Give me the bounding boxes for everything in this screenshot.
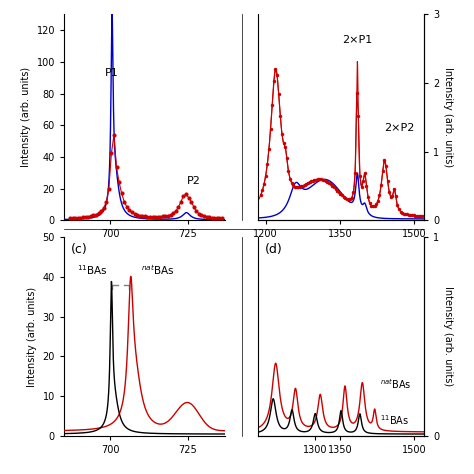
Text: $^{nat}$BAs: $^{nat}$BAs bbox=[380, 377, 411, 391]
Text: 2×P1: 2×P1 bbox=[342, 35, 373, 45]
Text: 2×P2: 2×P2 bbox=[384, 123, 415, 133]
Text: $^{nat}$BAs: $^{nat}$BAs bbox=[141, 263, 175, 277]
Text: P2: P2 bbox=[186, 175, 201, 185]
Text: (c): (c) bbox=[71, 243, 87, 256]
Y-axis label: Intensity (arb. units): Intensity (arb. units) bbox=[27, 286, 37, 387]
Text: $^{11}$BAs: $^{11}$BAs bbox=[76, 263, 108, 277]
Text: P1: P1 bbox=[105, 68, 119, 78]
Text: $^{11}$BAs: $^{11}$BAs bbox=[380, 413, 409, 427]
Y-axis label: Intensity (arb. units): Intensity (arb. units) bbox=[443, 67, 454, 167]
Text: (d): (d) bbox=[265, 243, 283, 256]
Y-axis label: Intensity (arb. units): Intensity (arb. units) bbox=[443, 286, 453, 387]
Y-axis label: Intensity (arb. units): Intensity (arb. units) bbox=[21, 67, 31, 167]
